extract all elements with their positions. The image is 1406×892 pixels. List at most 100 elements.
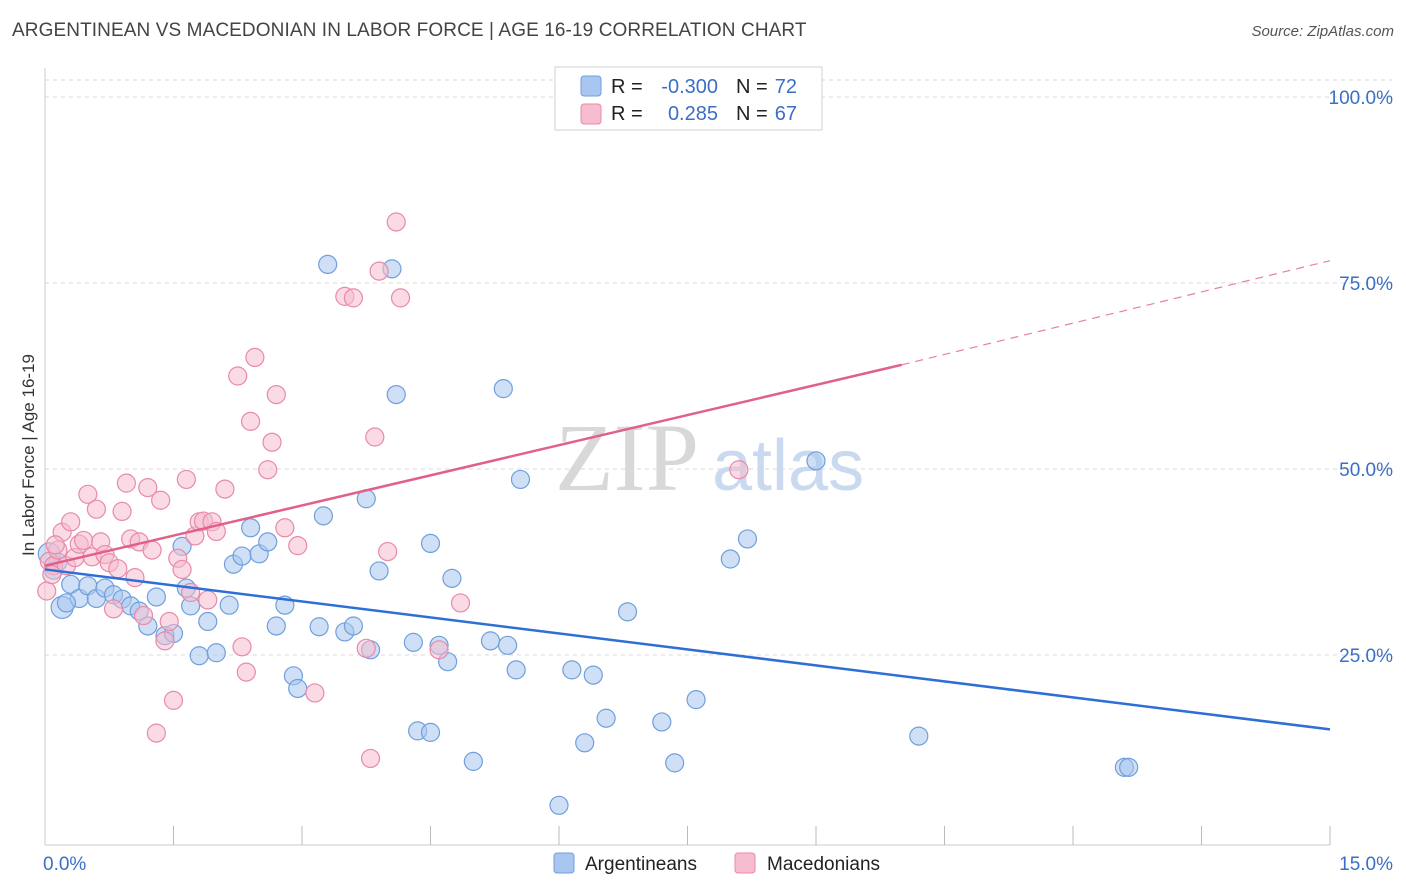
chart-title: ARGENTINEAN VS MACEDONIAN IN LABOR FORCE…	[12, 20, 807, 41]
macedonian-point	[146, 723, 166, 743]
macedonian-point	[356, 638, 376, 658]
y-axis-label: In Labor Force | Age 16-19	[19, 354, 38, 556]
macedonian-point	[275, 518, 295, 538]
legend-r-label-2: R =	[611, 103, 643, 125]
macedonian-point	[108, 559, 128, 579]
macedonian-point	[236, 662, 256, 682]
bottom-legend-argentineans: Argentineans	[585, 854, 697, 875]
argentinean-point	[198, 611, 218, 632]
argentinean-point	[189, 646, 209, 666]
macedonian-point	[159, 611, 179, 632]
macedonian-point	[103, 599, 124, 619]
legend-r-value-1: -0.300	[661, 76, 718, 98]
argentinean-point	[480, 631, 501, 651]
macedonian-point	[262, 432, 282, 452]
argentinean-point	[258, 532, 278, 552]
macedonian-point	[163, 690, 184, 710]
legend-swatch-pink	[580, 103, 602, 125]
argentinean-point	[386, 385, 406, 405]
argentinean-point	[665, 753, 685, 773]
macedonian-point	[360, 748, 381, 769]
macedonian-point	[142, 540, 162, 560]
legend-n-value-2: 67	[775, 103, 797, 125]
x-tick-labels: 0.0% 15.0%	[43, 854, 1393, 875]
macedonian-point	[245, 347, 265, 367]
macedonian-point	[133, 605, 154, 626]
macedonian-point	[172, 559, 192, 580]
argentinean-point	[266, 616, 286, 636]
macedonian-point	[112, 501, 132, 522]
argentinean-point	[146, 587, 166, 607]
macedonian-point	[729, 460, 749, 480]
macedonian-point	[228, 366, 248, 386]
macedonians-points	[37, 212, 749, 769]
argentinean-point	[575, 733, 595, 753]
watermark: ZIP atlas	[555, 404, 864, 511]
x-tick-label-max: 15.0%	[1339, 854, 1393, 875]
legend: R = -0.300 N = 72 R = 0.285 N = 67	[554, 66, 823, 131]
bottom-legend-swatch-macedonians	[734, 852, 756, 874]
argentinean-point	[1119, 757, 1139, 777]
argentinean-point	[288, 678, 308, 699]
legend-n-label-1: N =	[736, 76, 768, 98]
legend-r-label-1: R =	[611, 76, 643, 98]
y-tick-label-75: 75.0%	[1339, 274, 1393, 295]
macedonians-trend-line	[44, 363, 902, 567]
x-tick-label-min: 0.0%	[43, 854, 86, 875]
macedonian-point	[369, 261, 389, 281]
argentinean-point	[806, 451, 826, 471]
source-credit: Source: ZipAtlas.com	[1251, 23, 1394, 40]
y-tick-label-25: 25.0%	[1339, 646, 1393, 667]
argentinean-point	[206, 643, 226, 663]
macedonian-point	[232, 637, 252, 657]
bottom-legend: Argentineans Macedonians	[553, 852, 880, 875]
argentinean-point	[562, 660, 582, 680]
macedonian-point	[305, 683, 325, 703]
argentinean-point	[510, 469, 531, 490]
legend-r-value-2: 0.285	[668, 103, 718, 125]
argentinean-point	[463, 751, 483, 771]
macedonian-point	[151, 490, 171, 510]
argentinean-point	[442, 568, 462, 588]
macedonian-point	[73, 530, 94, 551]
macedonian-point	[429, 640, 449, 660]
trend-lines	[44, 260, 1331, 731]
macedonian-point	[116, 473, 136, 493]
macedonian-point	[258, 460, 278, 480]
argentinean-point	[420, 533, 441, 554]
macedonian-point	[61, 512, 81, 532]
macedonian-point	[450, 593, 471, 613]
macedonian-point	[86, 499, 107, 519]
macedonian-point	[390, 288, 411, 308]
macedonian-point	[125, 568, 145, 588]
legend-n-label-2: N =	[736, 103, 768, 125]
macedonian-point	[155, 631, 175, 651]
macedonian-point	[378, 541, 398, 562]
watermark-zip: ZIP	[555, 404, 699, 511]
axes	[44, 68, 1331, 846]
argentinean-point	[403, 632, 423, 652]
macedonian-point	[343, 288, 363, 308]
legend-n-value-1: 72	[775, 76, 797, 98]
macedonian-point	[215, 479, 235, 499]
argentinean-point	[313, 506, 334, 526]
macedonian-point	[288, 536, 308, 556]
argentinean-point	[318, 254, 338, 274]
argentinean-point	[232, 546, 252, 566]
argentinean-point	[369, 561, 389, 581]
argentinean-point	[583, 665, 603, 685]
legend-swatch-blue	[580, 75, 602, 97]
argentinean-point	[686, 690, 706, 710]
argentinean-point	[737, 529, 758, 549]
argentinean-point	[343, 616, 363, 636]
argentinean-point	[549, 795, 569, 815]
argentinean-point	[617, 602, 638, 622]
argentinean-point	[909, 726, 929, 746]
macedonian-point	[365, 427, 385, 447]
bottom-legend-swatch-argentineans	[553, 852, 575, 874]
argentinean-point	[493, 379, 513, 399]
macedonian-point	[198, 590, 218, 610]
argentinean-point	[56, 593, 77, 613]
argentinean-point	[219, 595, 239, 615]
